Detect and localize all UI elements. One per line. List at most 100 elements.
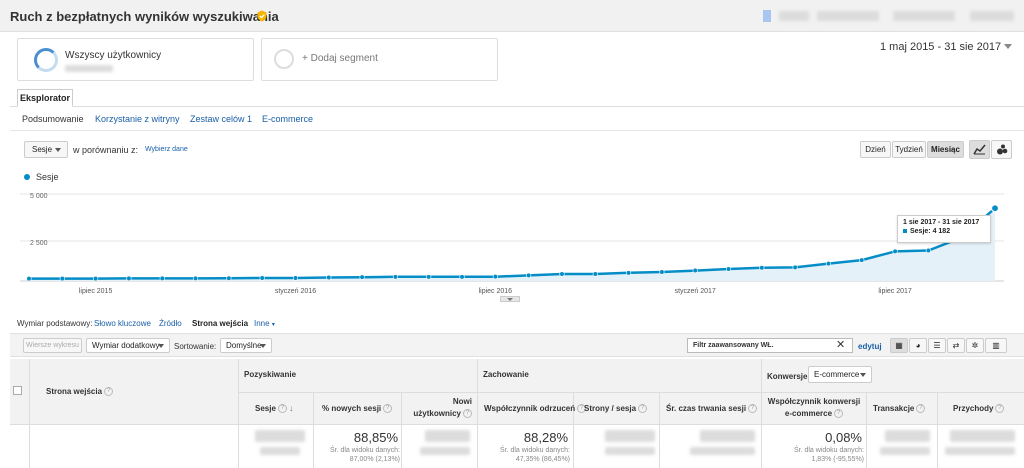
new-sessions-total: 88,85% [353, 430, 398, 445]
segment-placeholder-icon [274, 49, 294, 69]
pivot-view-button[interactable]: ▥ [985, 338, 1007, 353]
data-point[interactable] [559, 271, 565, 277]
data-point[interactable] [825, 260, 832, 267]
data-point[interactable] [925, 247, 931, 254]
bounce-sub: Śr. dla widoku danych: 47,35% (86,45%) [499, 447, 570, 463]
data-point[interactable] [292, 275, 299, 281]
blurred-account-name [779, 11, 809, 21]
data-point[interactable] [725, 266, 732, 272]
help-icon: ? [383, 404, 393, 414]
col-sessions[interactable]: Sesje? ↓ [255, 404, 293, 414]
table-view-button[interactable]: ▦ [890, 338, 908, 353]
subtab-ecommerce[interactable]: E-commerce [262, 114, 314, 124]
add-segment-button[interactable]: + Dodaj segment [261, 38, 498, 81]
segment-ring-icon [34, 48, 58, 72]
conversions-select[interactable]: E-commerce [808, 366, 872, 383]
subtab-summary[interactable]: Podsumowanie [22, 114, 84, 124]
data-point[interactable] [492, 274, 498, 280]
help-icon: ? [834, 409, 844, 419]
data-point[interactable] [592, 271, 598, 277]
data-point[interactable] [26, 275, 32, 282]
chevron-down-icon [260, 344, 266, 348]
sort-select[interactable]: Domyślne [220, 338, 272, 353]
subtab-divider [10, 130, 1024, 131]
data-point[interactable] [192, 275, 199, 281]
ecom-total: 0,08% [825, 430, 862, 445]
performance-view-button[interactable]: ☰ [928, 338, 946, 353]
bars-icon: ☰ [933, 341, 941, 350]
data-point[interactable] [625, 270, 632, 276]
edit-filter-link[interactable]: edytuj [858, 342, 882, 351]
pie-view-button[interactable]: ◕ [909, 338, 927, 353]
dimension-entry-page[interactable]: Strona wejścia [192, 319, 249, 328]
help-icon: ? [748, 404, 758, 414]
x-tick-label: lipiec 2017 [878, 288, 912, 295]
date-range[interactable]: 1 maj 2015 - 31 sie 2017 [880, 41, 1002, 53]
col-revenue[interactable]: Przychody? [953, 404, 1005, 414]
blurred-view-name [893, 11, 955, 21]
data-point[interactable] [59, 275, 65, 282]
col-bounce-rate[interactable]: Współczynnik odrzuceń? [484, 404, 587, 414]
tooltip-title: 1 sie 2017 - 31 sie 2017 [903, 219, 980, 226]
period-month-button[interactable]: Miesiąc [927, 141, 964, 158]
data-point[interactable] [392, 274, 399, 280]
chart-resize-handle[interactable] [500, 296, 520, 302]
data-point[interactable] [990, 204, 1000, 213]
period-day-button[interactable]: Dzień [860, 141, 891, 158]
data-point[interactable] [126, 275, 132, 281]
x-tick-label: lipiec 2015 [79, 288, 113, 295]
dimension-keyword[interactable]: Słowo kluczowe [94, 319, 151, 328]
blurred-user [970, 11, 1014, 21]
compare-label: w porównaniu z: [73, 145, 139, 155]
data-point[interactable] [93, 275, 99, 282]
data-point[interactable] [359, 274, 365, 280]
data-point[interactable] [259, 275, 265, 281]
col-avg-duration[interactable]: Śr. czas trwania sesji? [666, 404, 758, 414]
data-point[interactable] [759, 265, 765, 271]
data-point[interactable] [892, 248, 898, 255]
column-divider [477, 359, 478, 468]
legend-label: Sesje [36, 172, 59, 182]
col-pages-per-session[interactable]: Strony / sesja? [584, 404, 648, 414]
col-new-sessions[interactable]: % nowych sesji? [322, 404, 393, 414]
dimension-source[interactable]: Źródło [159, 319, 182, 328]
blurred-segment-percent [65, 65, 113, 72]
line-chart-view-button[interactable] [969, 140, 990, 159]
data-point[interactable] [859, 257, 865, 263]
motion-chart-view-button[interactable] [991, 140, 1012, 159]
column-divider [29, 359, 30, 468]
data-point[interactable] [326, 274, 332, 281]
choose-metric-link[interactable]: Wybierz dane [145, 146, 188, 153]
data-point[interactable] [226, 275, 232, 281]
data-point[interactable] [659, 269, 665, 275]
dimension-other[interactable]: Inne ▾ [254, 319, 275, 328]
data-point[interactable] [792, 264, 798, 271]
term-cloud-view-button[interactable]: ✲ [966, 338, 984, 353]
entry-page-header[interactable]: Strona wejścia? [46, 387, 114, 397]
subtab-site-usage[interactable]: Korzystanie z witryny [95, 114, 180, 124]
plot-rows-button[interactable]: Wiersze wykresu [23, 338, 82, 353]
sessions-line-chart[interactable]: Sesje 5 000 2 500 lipiec 2015 styczeń 201… [0, 165, 1024, 305]
comparison-view-button[interactable]: ⇄ [947, 338, 965, 353]
select-all-checkbox[interactable] [13, 386, 22, 395]
bubbles-icon [996, 144, 1007, 155]
data-point[interactable] [692, 267, 698, 274]
secondary-dimension-select[interactable]: Wymiar dodatkowy [86, 338, 170, 353]
tab-explorer[interactable]: Eksplorator [17, 89, 73, 107]
metric-select[interactable]: Sesje [24, 141, 68, 158]
clear-filter-icon[interactable]: ✕ [836, 339, 846, 351]
chevron-down-icon[interactable] [1004, 44, 1012, 49]
segment-all-users[interactable]: Wszyscy użytkownicy [17, 38, 254, 81]
data-point[interactable] [159, 275, 165, 281]
data-point[interactable] [526, 272, 532, 279]
col-transactions[interactable]: Transakcje? [873, 404, 926, 414]
data-point[interactable] [459, 274, 465, 280]
chevron-down-icon [55, 148, 61, 152]
col-new-users[interactable]: Nowi użytkownicy? [408, 396, 472, 420]
period-week-button[interactable]: Tydzień [892, 141, 926, 158]
col-ecom-conversion[interactable]: Współczynnik konwersji e-commerce? [766, 396, 862, 420]
data-point[interactable] [426, 274, 432, 280]
advanced-filter-input[interactable]: Filtr zaawansowany WŁ. [687, 338, 853, 353]
blurred-property-name [817, 11, 879, 21]
subtab-goal-set[interactable]: Zestaw celów 1 [190, 114, 253, 124]
